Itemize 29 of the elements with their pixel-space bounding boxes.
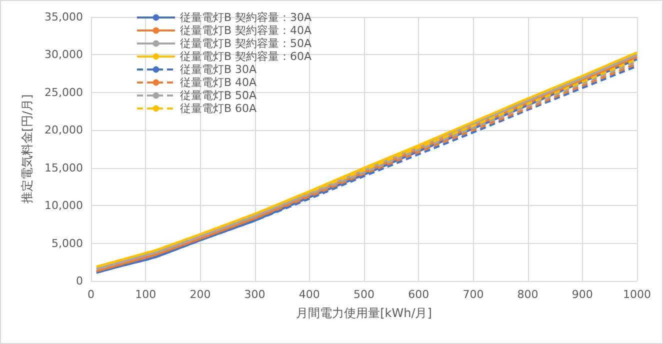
x-tick-label: 500 (354, 288, 374, 301)
x-tick-label: 100 (135, 288, 156, 301)
y-tick-label: 10,000 (44, 199, 83, 212)
y-tick-label: 0 (76, 274, 83, 288)
y-tick-label: 15,000 (44, 161, 83, 174)
y-tick-label: 35,000 (44, 10, 83, 24)
x-tick-label: 600 (408, 288, 430, 301)
y-tick-label: 20,000 (44, 124, 83, 137)
x-tick-label: 0 (88, 288, 94, 301)
x-tick-label: 900 (572, 288, 593, 301)
x-tick-label: 1000 (623, 288, 651, 301)
legend-label: 従量電灯B 契約容量：60A (180, 50, 312, 63)
y-tick-label: 5,000 (52, 236, 83, 250)
x-tick-label: 400 (298, 288, 320, 301)
legend-label: 従量電灯B 契約容量：30A (180, 11, 312, 24)
legend-label: 従量電灯B 50A (180, 89, 258, 102)
y-tick-label: 25,000 (44, 86, 83, 99)
legend-label: 従量電灯B 契約容量：50A (180, 37, 312, 50)
legend-label: 従量電灯B 30A (180, 63, 258, 76)
x-tick-label: 700 (462, 288, 484, 301)
x-axis-title: 月間電力使用量[kWh/月] (296, 306, 432, 320)
y-tick-label: 30,000 (44, 48, 83, 62)
x-tick-label: 800 (517, 288, 538, 301)
y-axis-title: 推定電気料金[円/月] (20, 94, 34, 204)
legend-label: 従量電灯B 契約容量：40A (180, 24, 312, 37)
x-tick-label: 300 (244, 288, 266, 301)
x-tick-label: 200 (190, 288, 211, 301)
legend-label: 従量電灯B 40A (180, 76, 258, 89)
legend-label: 従量電灯B 60A (180, 102, 258, 115)
